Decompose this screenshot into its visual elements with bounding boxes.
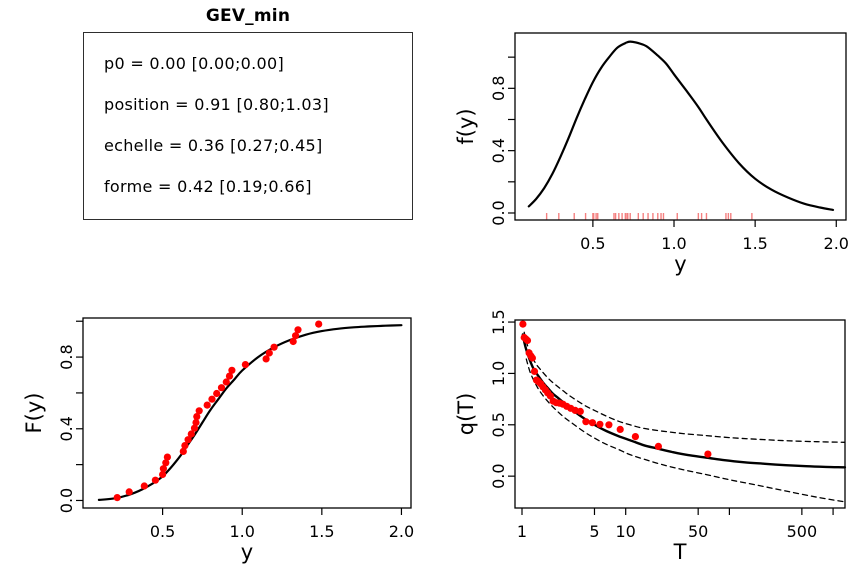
param-line-p0: p0 = 0.00 [0.00;0.00]: [104, 54, 285, 73]
y-axis: 0.0 0.5 1.0 1.5: [489, 309, 515, 489]
x-tick-label: 5: [589, 522, 599, 541]
x-tick-label: 1.0: [229, 522, 254, 541]
y-tick-label: 0.5: [489, 412, 508, 437]
return-level-plot: 1 5 10 50 500 0.0 0.5 1.0 1.5 Tq(T): [454, 309, 847, 564]
x-tick-label: 1: [517, 522, 527, 541]
figure-title: GEV_min: [205, 6, 291, 26]
x-tick-label: 1.5: [742, 234, 767, 253]
data-rug: [545, 213, 753, 220]
y-axis: 0.0 0.4 0.8: [57, 320, 83, 513]
cdf-plot: 0.5 1.0 1.5 2.0 0.0 0.4 0.8 y F(y): [22, 317, 414, 564]
y-tick-label: 0.4: [57, 416, 76, 441]
return-period-points: [519, 320, 712, 458]
density-curve: [527, 40, 835, 211]
parameter-box: p0 = 0.00 [0.00;0.00] position = 0.91 [0…: [83, 32, 413, 220]
x-tick-label: 50: [688, 522, 708, 541]
y-axis-label: q(T): [454, 393, 478, 436]
x-tick-label: 0.5: [150, 522, 175, 541]
y-tick-label: 1.5: [489, 309, 508, 334]
y-tick-label: 0.8: [57, 344, 76, 369]
fitted-cdf-curve: [97, 324, 403, 501]
param-line-position: position = 0.91 [0.80;1.03]: [104, 95, 329, 114]
plot-box: [514, 32, 847, 221]
y-tick-label: 0.4: [489, 138, 508, 163]
x-axis-label: y: [674, 252, 686, 276]
y-tick-label: 0.0: [489, 200, 508, 225]
param-line-forme: forme = 0.42 [0.19;0.66]: [104, 177, 312, 196]
param-line-echelle: echelle = 0.36 [0.27;0.45]: [104, 136, 323, 155]
ci-lower-curve: [525, 358, 846, 503]
plot-box: [514, 319, 846, 509]
quantile-curve: [521, 333, 847, 469]
x-axis-label: y: [241, 540, 253, 564]
plot-box: [82, 317, 412, 509]
x-axis: 0.5 1.0 1.5 2.0: [580, 220, 849, 253]
empirical-cdf-points: [113, 320, 323, 502]
x-tick-label: 1.0: [661, 234, 686, 253]
y-tick-label: 1.0: [489, 361, 508, 386]
x-tick-label: 2.0: [389, 522, 414, 541]
y-axis: 0.0 0.4 0.8: [489, 56, 515, 226]
x-axis: 0.5 1.0 1.5 2.0: [150, 508, 414, 541]
y-tick-label: 0.0: [489, 463, 508, 488]
x-axis-label: T: [673, 540, 687, 564]
x-tick-label: 0.5: [580, 234, 605, 253]
x-tick-label: 1.5: [309, 522, 334, 541]
x-tick-label: 10: [616, 522, 636, 541]
y-tick-label: 0.0: [57, 488, 76, 513]
y-axis-label: f(y): [454, 108, 478, 144]
parameter-summary-panel: GEV_min p0 = 0.00 [0.00;0.00] position =…: [0, 0, 432, 288]
x-tick-label: 500: [787, 522, 818, 541]
x-axis: 1 5 10 50 500: [517, 508, 834, 541]
x-tick-label: 2.0: [824, 234, 849, 253]
density-plot: 0.5 1.0 1.5 2.0 0.0 0.4 0.8 y f(y): [454, 32, 849, 276]
ci-upper-curve: [523, 331, 846, 443]
y-axis-label: F(y): [22, 393, 46, 434]
y-tick-label: 0.8: [489, 76, 508, 101]
